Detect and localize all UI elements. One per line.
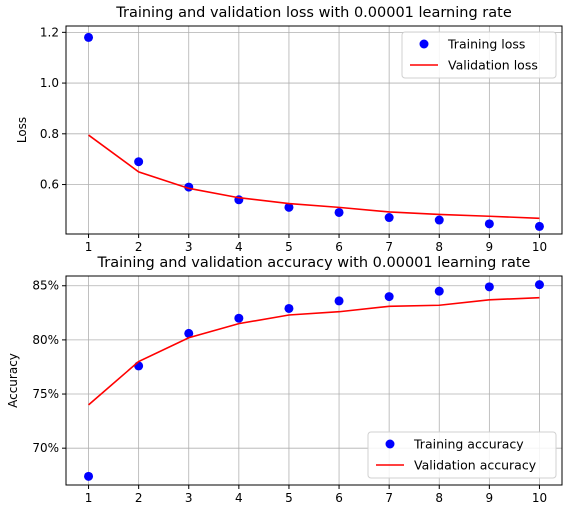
legend: Training accuracy Validation accuracy <box>368 432 556 478</box>
legend-marker-swatch <box>420 40 429 49</box>
x-tick-label: 9 <box>486 491 494 505</box>
x-tick-label: 3 <box>185 491 193 505</box>
chart-panel-1: 1 2 3 4 5 6 7 8 9 10 0.6 0.8 1.0 1.2 Training and vali… <box>15 5 562 254</box>
data-point-training-loss <box>435 216 444 225</box>
x-tick-label: 8 <box>435 240 443 254</box>
legend-label: Training accuracy <box>413 437 524 452</box>
legend: Training loss Validation loss <box>402 32 556 78</box>
data-point-training-accuracy <box>485 282 494 291</box>
x-tick-label: 5 <box>285 491 293 505</box>
x-tick-label: 7 <box>385 491 393 505</box>
x-tick-label: 1 <box>85 240 93 254</box>
data-point-training-accuracy <box>284 304 293 313</box>
data-point-training-accuracy <box>84 472 93 481</box>
data-point-training-accuracy <box>134 361 143 370</box>
data-point-training-loss <box>535 222 544 231</box>
y-tick-label: 0.8 <box>40 127 59 141</box>
series-line-validation-accuracy <box>89 298 540 405</box>
chart-panel-2: 1 2 3 4 5 6 7 8 9 10 70% 75% 80% 85% Training and vali… <box>6 255 562 505</box>
y-tick-label: 1.0 <box>40 76 59 90</box>
x-tick-label: 8 <box>435 491 443 505</box>
legend-label: Validation accuracy <box>414 458 537 473</box>
y-tick-label: 75% <box>32 387 59 401</box>
x-tick-label: 6 <box>335 240 343 254</box>
y-tick-label: 1.2 <box>40 25 59 39</box>
x-tick-label: 2 <box>135 240 143 254</box>
chart-title: Training and validation loss with 0.0000… <box>115 5 512 21</box>
x-tick-label: 5 <box>285 240 293 254</box>
x-tick-label: 4 <box>235 491 243 505</box>
x-tick-label: 7 <box>385 240 393 254</box>
x-tick-label: 2 <box>135 491 143 505</box>
x-tick-label: 3 <box>185 240 193 254</box>
y-axis-label: Accuracy <box>6 353 20 408</box>
chart-title: Training and validation accuracy with 0.… <box>97 255 531 271</box>
data-point-training-loss <box>335 208 344 217</box>
data-point-training-loss <box>134 157 143 166</box>
x-tick-label: 9 <box>486 240 494 254</box>
data-point-training-loss <box>485 219 494 228</box>
y-tick-label: 0.6 <box>40 178 59 192</box>
data-point-training-loss <box>385 213 394 222</box>
data-point-training-accuracy <box>535 280 544 289</box>
y-tick-label: 70% <box>32 441 59 455</box>
x-tick-label: 10 <box>532 491 547 505</box>
y-tick-label: 85% <box>32 279 59 293</box>
data-point-training-loss <box>84 33 93 42</box>
x-tick-label: 10 <box>532 240 547 254</box>
x-tick-label: 1 <box>85 491 93 505</box>
data-point-training-accuracy <box>234 314 243 323</box>
data-point-training-accuracy <box>435 287 444 296</box>
x-tick-label: 4 <box>235 240 243 254</box>
series-line-validation-loss <box>89 135 540 218</box>
x-tick-label: 6 <box>335 491 343 505</box>
legend-label: Training loss <box>447 37 525 52</box>
y-tick-label: 80% <box>32 333 59 347</box>
data-point-training-accuracy <box>385 292 394 301</box>
data-point-training-accuracy <box>335 296 344 305</box>
legend-label: Validation loss <box>448 58 538 73</box>
legend-marker-swatch <box>386 440 395 449</box>
y-axis-label: Loss <box>15 117 29 143</box>
